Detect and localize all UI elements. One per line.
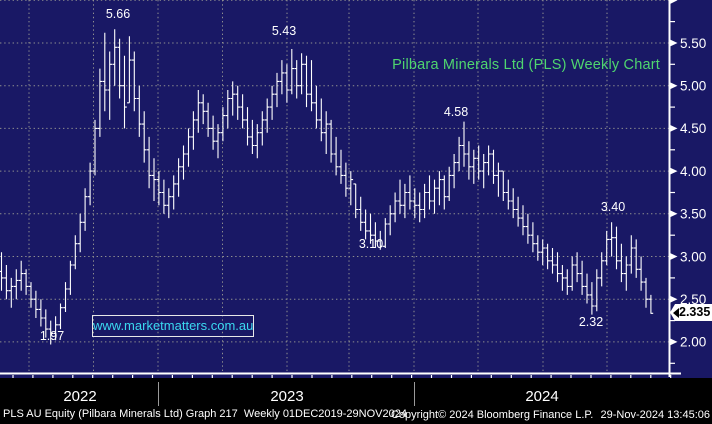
svg-text:4.00: 4.00 — [680, 164, 706, 179]
footer-timestamp: 29-Nov-2024 13:45:06 — [600, 409, 710, 421]
price-label-2.32: 2.32 — [578, 315, 604, 329]
svg-text:3.50: 3.50 — [680, 207, 706, 222]
svg-text:3.00: 3.00 — [680, 249, 706, 264]
year-separator — [158, 382, 159, 406]
svg-text:4.50: 4.50 — [680, 121, 706, 136]
chart-title: Pilbara Minerals Ltd (PLS) Weekly Chart — [392, 57, 660, 73]
bottom-strip — [0, 378, 712, 424]
svg-text:5.50: 5.50 — [680, 36, 706, 51]
price-label-3.40: 3.40 — [600, 200, 626, 214]
marketmatters-watermark-link[interactable]: www.marketmatters.com.au — [92, 315, 254, 337]
svg-text:5.00: 5.00 — [680, 79, 706, 94]
x-axis-year-label-2024: 2024 — [525, 388, 559, 405]
footer-security-info: PLS AU Equity (Pilbara Minerals Ltd) Gra… — [3, 408, 407, 420]
footer-copyright: Copyright© 2024 Bloomberg Finance L.P. — [391, 409, 594, 421]
price-label-4.58: 4.58 — [443, 105, 469, 119]
last-price-value: 2.335 — [679, 305, 711, 319]
x-axis-year-label-2023: 2023 — [270, 388, 304, 405]
price-label-1.97: 1.97 — [39, 329, 65, 343]
last-price-tag: 2.335 — [670, 304, 712, 321]
price-label-5.66: 5.66 — [105, 7, 131, 21]
svg-text:2.00: 2.00 — [680, 335, 706, 350]
svg-text:2.50: 2.50 — [680, 292, 706, 307]
price-label-5.43: 5.43 — [271, 24, 297, 38]
price-label-3.10: 3.10 — [358, 237, 384, 251]
x-axis-year-label-2022: 2022 — [63, 388, 97, 405]
year-separator — [414, 382, 415, 406]
